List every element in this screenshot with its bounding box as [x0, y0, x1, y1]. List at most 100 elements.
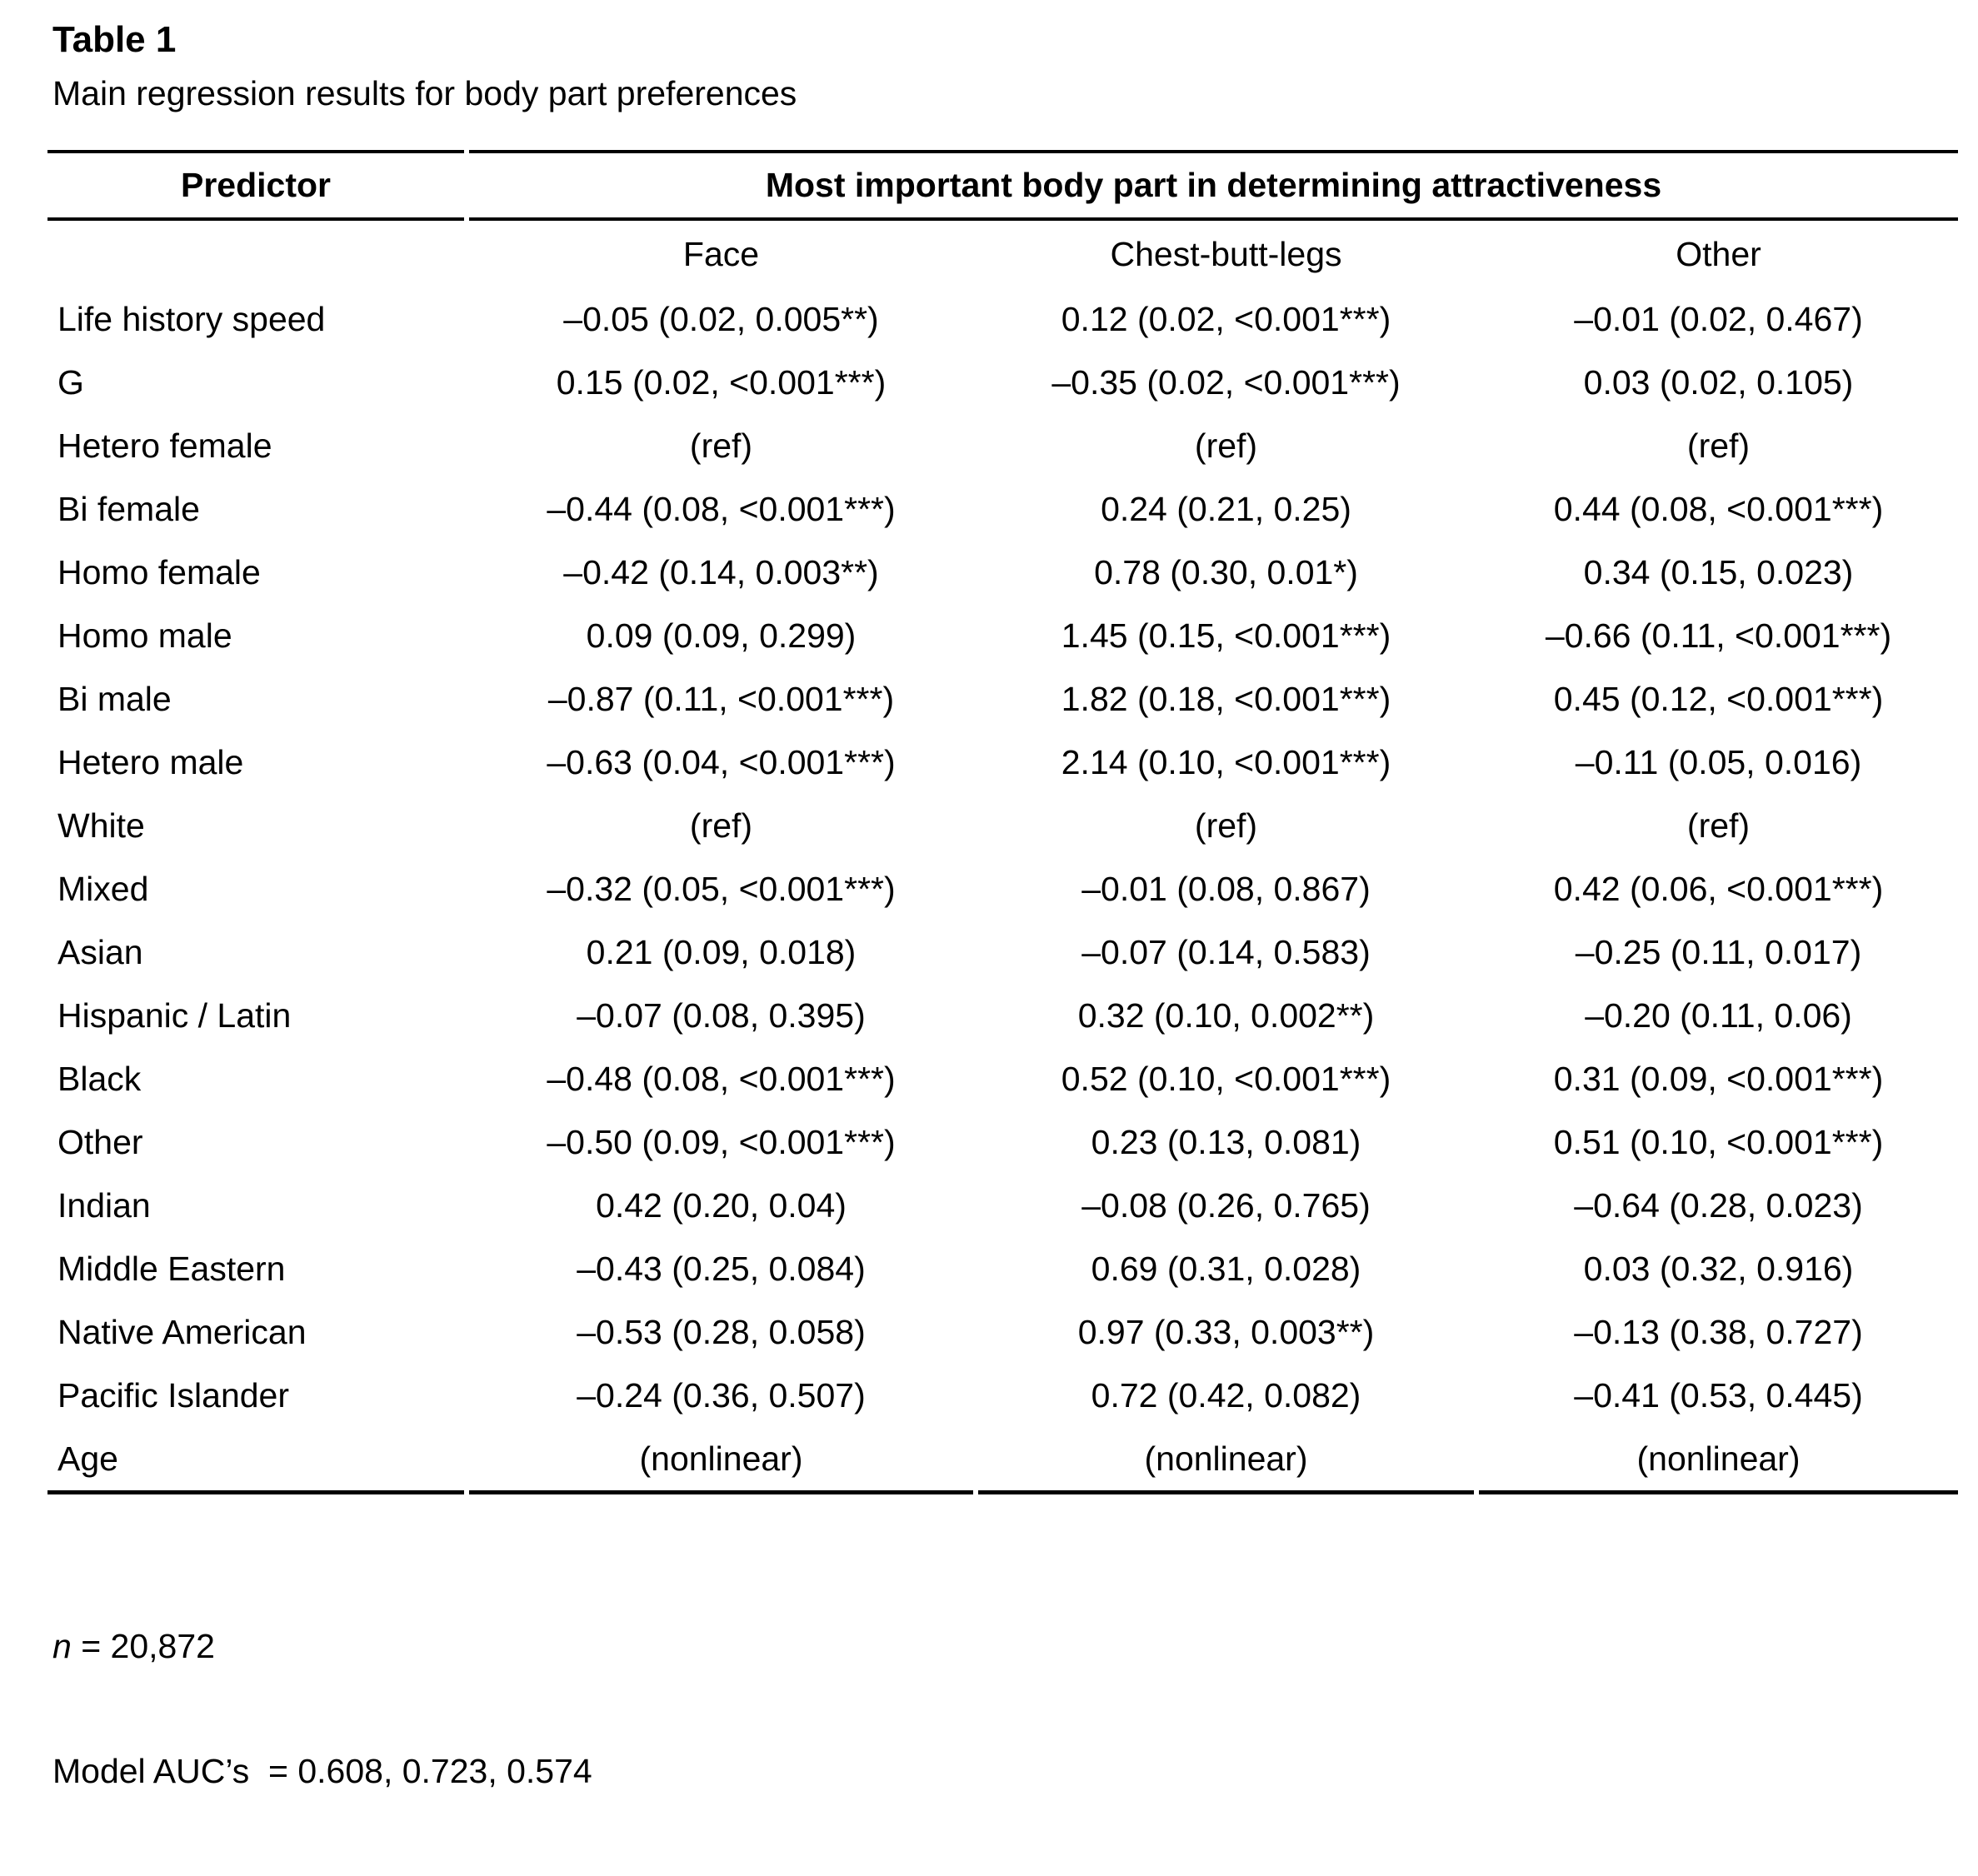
italic-n: n — [52, 1627, 72, 1665]
face-value-cell: –0.05 (0.02, 0.005**) — [563, 299, 879, 338]
face-value-cell: –0.87 (0.11, <0.001***) — [547, 679, 895, 718]
chest-butt-legs-value-cell: (ref) — [1194, 806, 1258, 845]
other-value-cell: –0.64 (0.28, 0.023) — [1574, 1185, 1863, 1225]
chest-butt-legs-value-cell: 2.14 (0.10, <0.001***) — [1061, 742, 1391, 781]
predictor-cell: White — [57, 806, 145, 845]
table-row: Homo male 0.09 (0.09, 0.299) 1.45 (0.15, <… — [47, 604, 1958, 667]
predictor-cell: Age — [47, 1427, 464, 1494]
table-row: G 0.15 (0.02, <0.001***) –0.35 (0.02, <0.0… — [47, 351, 1958, 414]
table-row: Hispanic / Latin –0.07 (0.08, 0.395) 0.32 … — [47, 984, 1958, 1047]
chest-butt-legs-value-cell: (ref) — [1194, 426, 1258, 465]
table-row: Mixed –0.32 (0.05, <0.001***) –0.01 (0.08,… — [47, 857, 1958, 921]
predictor-cell: G — [57, 362, 84, 402]
chest-butt-legs-value-cell: (nonlinear) — [978, 1427, 1474, 1494]
chest-butt-legs-value-cell: 0.24 (0.21, 0.25) — [1101, 489, 1351, 528]
other-value-cell: 0.34 (0.15, 0.023) — [1583, 552, 1854, 591]
table-row: White (ref) (ref) (ref) — [47, 794, 1958, 857]
regression-table: Predictor Most important body part in de… — [42, 150, 1963, 1494]
header-row: Predictor Most important body part in de… — [47, 150, 1959, 221]
other-value-cell: –0.41 (0.53, 0.445) — [1574, 1375, 1863, 1414]
column-header-other: Other — [1676, 234, 1761, 273]
table-row: Life history speed –0.05 (0.02, 0.005**) 0… — [47, 287, 1958, 351]
other-value-cell: –0.01 (0.02, 0.467) — [1574, 299, 1863, 338]
other-value-cell: 0.51 (0.10, <0.001***) — [1553, 1122, 1884, 1161]
face-value-cell: (ref) — [689, 426, 753, 465]
predictor-cell: Pacific Islander — [57, 1375, 290, 1414]
face-value-cell: –0.32 (0.05, <0.001***) — [547, 869, 896, 908]
other-value-cell: (ref) — [1686, 426, 1751, 465]
empty-subheader-cell — [47, 221, 464, 287]
face-value-cell: 0.09 (0.09, 0.299) — [586, 616, 857, 655]
chest-butt-legs-value-cell: 0.97 (0.33, 0.003**) — [1077, 1312, 1375, 1351]
table-row: Homo female –0.42 (0.14, 0.003**) 0.78 (0.… — [47, 541, 1958, 604]
chest-butt-legs-value-cell: 0.72 (0.42, 0.082) — [1091, 1375, 1361, 1414]
other-value-cell: –0.20 (0.11, 0.06) — [1585, 995, 1852, 1035]
table-row: Bi female –0.44 (0.08, <0.001***) 0.24 (0.… — [47, 477, 1958, 541]
face-value-cell: –0.44 (0.08, <0.001***) — [547, 489, 896, 528]
other-value-cell: –0.66 (0.11, <0.001***) — [1545, 616, 1892, 655]
face-value-cell: 0.15 (0.02, <0.001***) — [556, 362, 887, 402]
predictor-header: Predictor — [47, 150, 464, 221]
spanning-header: Most important body part in determining … — [469, 150, 1959, 221]
chest-butt-legs-value-cell: 0.78 (0.30, 0.01*) — [1094, 552, 1358, 591]
chest-butt-legs-value-cell: –0.01 (0.08, 0.867) — [1081, 869, 1371, 908]
face-value-cell: –0.48 (0.08, <0.001***) — [547, 1059, 896, 1098]
table-row: Indian 0.42 (0.20, 0.04) –0.08 (0.26, 0.76… — [47, 1174, 1958, 1237]
face-value-cell: –0.50 (0.09, <0.001***) — [547, 1122, 896, 1161]
table-row: Hetero female (ref) (ref) (ref) — [47, 414, 1958, 477]
face-value-cell: 0.42 (0.20, 0.04) — [596, 1185, 847, 1225]
predictor-cell: Asian — [57, 932, 143, 971]
chest-butt-legs-value-cell: 0.52 (0.10, <0.001***) — [1061, 1059, 1391, 1098]
chest-butt-legs-value-cell: 0.23 (0.13, 0.081) — [1091, 1122, 1361, 1161]
face-value-cell: –0.43 (0.25, 0.084) — [577, 1249, 866, 1288]
predictor-cell: Hetero male — [57, 742, 244, 781]
note-model-pseudo-r2: Model pseudo-R2’s = 0.041, 0.123, 0.019. — [52, 1873, 1978, 1876]
note-model-auc: Model AUC’s = 0.608, 0.723, 0.574 — [52, 1752, 592, 1790]
table-notes: n = 20,872 Model AUC’s = 0.608, 0.723, 0… — [52, 1544, 1978, 1876]
predictor-cell: Indian — [57, 1185, 151, 1225]
other-value-cell: 0.31 (0.09, <0.001***) — [1553, 1059, 1884, 1098]
chest-butt-legs-value-cell: –0.07 (0.14, 0.583) — [1081, 932, 1371, 971]
table-body: Life history speed –0.05 (0.02, 0.005**) 0… — [47, 287, 1959, 1494]
chest-butt-legs-value-cell: –0.08 (0.26, 0.765) — [1081, 1185, 1371, 1225]
predictor-cell: Mixed — [57, 869, 149, 908]
table-row: Asian 0.21 (0.09, 0.018) –0.07 (0.14, 0.58… — [47, 921, 1958, 984]
other-value-cell: 0.03 (0.32, 0.916) — [1583, 1249, 1854, 1288]
face-value-cell: 0.21 (0.09, 0.018) — [586, 932, 857, 971]
predictor-cell: Middle Eastern — [57, 1249, 286, 1288]
column-header-face: Face — [682, 234, 760, 273]
other-value-cell: (ref) — [1686, 806, 1751, 845]
face-value-cell: (ref) — [689, 806, 753, 845]
note-sample-size: n = 20,872 — [52, 1623, 1978, 1669]
table-row: Middle Eastern –0.43 (0.25, 0.084) 0.69 (0… — [47, 1237, 1958, 1300]
chest-butt-legs-value-cell: 0.12 (0.02, <0.001***) — [1061, 299, 1391, 338]
chest-butt-legs-value-cell: 1.82 (0.18, <0.001***) — [1061, 679, 1391, 718]
chest-butt-legs-value-cell: –0.35 (0.02, <0.001***) — [1051, 362, 1401, 402]
note-sample-size-text: = 20,872 — [71, 1627, 215, 1665]
face-value-cell: –0.63 (0.04, <0.001***) — [547, 742, 896, 781]
table-header: Predictor Most important body part in de… — [47, 150, 1959, 287]
predictor-cell: Hetero female — [57, 426, 272, 465]
face-value-cell: (nonlinear) — [469, 1427, 973, 1494]
predictor-cell: Bi female — [57, 489, 200, 528]
table-subtitle: Main regression results for body part pr… — [52, 74, 797, 112]
predictor-cell: Hispanic / Latin — [57, 995, 292, 1035]
table-row: Other –0.50 (0.09, <0.001***) 0.23 (0.13, … — [47, 1110, 1958, 1174]
chest-butt-legs-value-cell: 0.69 (0.31, 0.028) — [1091, 1249, 1361, 1288]
other-value-cell: –0.25 (0.11, 0.017) — [1575, 932, 1862, 971]
other-value-cell: –0.13 (0.38, 0.727) — [1574, 1312, 1863, 1351]
predictor-cell: Homo male — [57, 616, 232, 655]
predictor-cell: Life history speed — [57, 299, 326, 338]
column-header-chest-butt-legs: Chest-butt-legs — [1110, 234, 1342, 273]
other-value-cell: –0.11 (0.05, 0.016) — [1575, 742, 1862, 781]
face-value-cell: –0.42 (0.14, 0.003**) — [563, 552, 879, 591]
face-value-cell: –0.24 (0.36, 0.507) — [577, 1375, 866, 1414]
predictor-cell: Other — [57, 1122, 143, 1161]
chest-butt-legs-value-cell: 1.45 (0.15, <0.001***) — [1061, 616, 1391, 655]
predictor-cell: Black — [57, 1059, 142, 1098]
table-row: Hetero male –0.63 (0.04, <0.001***) 2.14 (… — [47, 731, 1958, 794]
subheader-row: Face Chest-butt-legs Other — [47, 221, 1958, 287]
table-row: Native American –0.53 (0.28, 0.058) 0.97 (… — [47, 1300, 1958, 1364]
face-value-cell: –0.07 (0.08, 0.395) — [577, 995, 866, 1035]
